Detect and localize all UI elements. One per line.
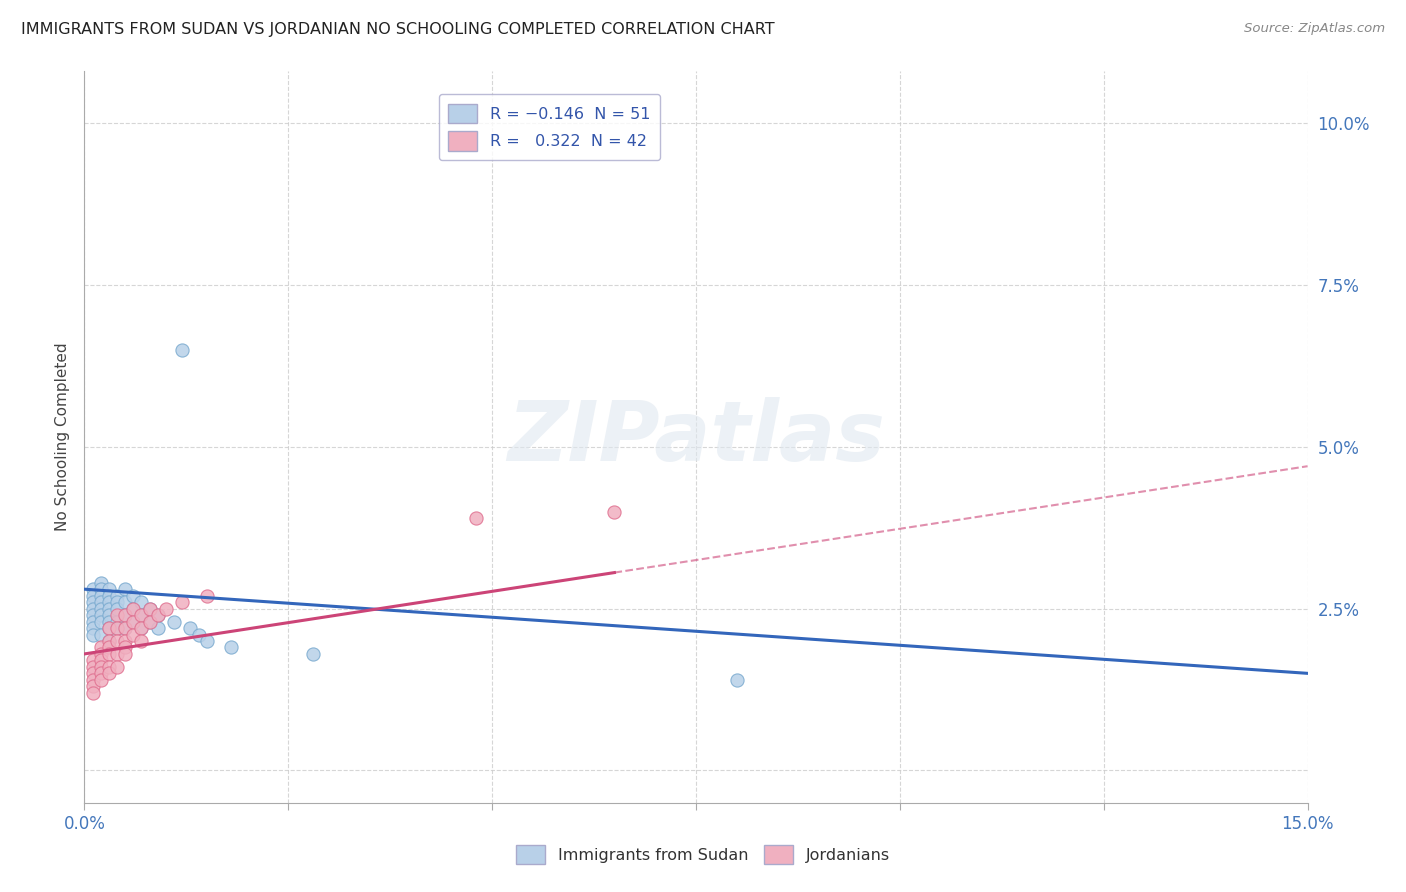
Point — [114, 582, 136, 597]
Point — [122, 601, 145, 615]
Point — [114, 608, 136, 623]
Point — [146, 608, 169, 623]
Point — [187, 627, 209, 641]
Point — [105, 634, 128, 648]
Point — [131, 634, 153, 648]
Point — [82, 601, 104, 615]
Point — [82, 582, 104, 597]
Point — [131, 608, 153, 623]
Point — [82, 621, 104, 635]
Point — [90, 615, 112, 629]
Point — [82, 589, 104, 603]
Point — [114, 621, 136, 635]
Point — [97, 582, 120, 597]
Point — [97, 647, 120, 661]
Point — [138, 601, 160, 615]
Point — [195, 589, 218, 603]
Point — [82, 679, 104, 693]
Point — [82, 627, 104, 641]
Point — [82, 595, 104, 609]
Point — [97, 634, 120, 648]
Point — [97, 666, 120, 681]
Point — [105, 595, 128, 609]
Point — [90, 673, 112, 687]
Point — [603, 504, 626, 518]
Point — [146, 621, 169, 635]
Point — [163, 615, 186, 629]
Point — [114, 647, 136, 661]
Point — [179, 621, 201, 635]
Point — [90, 582, 112, 597]
Point — [90, 575, 112, 590]
Point — [90, 589, 112, 603]
Point — [138, 615, 160, 629]
Point — [114, 634, 136, 648]
Point — [97, 660, 120, 674]
Point — [114, 608, 136, 623]
Legend: R = −0.146  N = 51, R =   0.322  N = 42: R = −0.146 N = 51, R = 0.322 N = 42 — [439, 94, 659, 160]
Point — [90, 601, 112, 615]
Point — [725, 673, 748, 687]
Point — [82, 686, 104, 700]
Point — [219, 640, 242, 655]
Point — [122, 589, 145, 603]
Point — [105, 647, 128, 661]
Point — [90, 666, 112, 681]
Point — [155, 601, 177, 615]
Point — [131, 608, 153, 623]
Point — [105, 601, 128, 615]
Point — [90, 647, 112, 661]
Y-axis label: No Schooling Completed: No Schooling Completed — [55, 343, 70, 532]
Point — [195, 634, 218, 648]
Text: ZIPatlas: ZIPatlas — [508, 397, 884, 477]
Text: IMMIGRANTS FROM SUDAN VS JORDANIAN NO SCHOOLING COMPLETED CORRELATION CHART: IMMIGRANTS FROM SUDAN VS JORDANIAN NO SC… — [21, 22, 775, 37]
Point — [82, 673, 104, 687]
Text: Source: ZipAtlas.com: Source: ZipAtlas.com — [1244, 22, 1385, 36]
Point — [82, 653, 104, 667]
Point — [105, 615, 128, 629]
Point — [464, 511, 486, 525]
Point — [131, 621, 153, 635]
Point — [90, 653, 112, 667]
Point — [105, 608, 128, 623]
Point — [146, 608, 169, 623]
Legend: Immigrants from Sudan, Jordanians: Immigrants from Sudan, Jordanians — [510, 838, 896, 871]
Point — [90, 640, 112, 655]
Point — [82, 666, 104, 681]
Point — [82, 608, 104, 623]
Point — [301, 647, 323, 661]
Point — [114, 621, 136, 635]
Point — [122, 615, 145, 629]
Point — [105, 621, 128, 635]
Point — [97, 640, 120, 655]
Point — [97, 615, 120, 629]
Point — [114, 640, 136, 655]
Point — [105, 621, 128, 635]
Point — [131, 595, 153, 609]
Point — [82, 615, 104, 629]
Point — [172, 595, 194, 609]
Point — [138, 615, 160, 629]
Point — [172, 343, 194, 357]
Point — [97, 595, 120, 609]
Point — [122, 627, 145, 641]
Point — [90, 627, 112, 641]
Point — [97, 589, 120, 603]
Point — [97, 601, 120, 615]
Point — [105, 660, 128, 674]
Point — [97, 608, 120, 623]
Point — [138, 601, 160, 615]
Point — [131, 621, 153, 635]
Point — [114, 595, 136, 609]
Point — [97, 621, 120, 635]
Point — [90, 660, 112, 674]
Point — [97, 634, 120, 648]
Point — [82, 660, 104, 674]
Point — [90, 608, 112, 623]
Point — [97, 621, 120, 635]
Point — [122, 615, 145, 629]
Point — [90, 595, 112, 609]
Point — [105, 589, 128, 603]
Point — [122, 601, 145, 615]
